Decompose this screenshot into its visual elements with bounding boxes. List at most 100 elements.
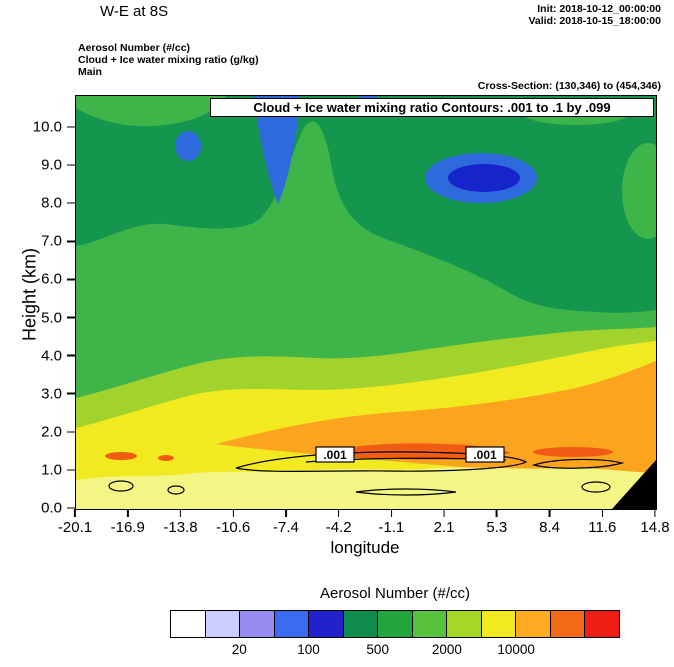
layer-label-aerosol: Aerosol Number (#/cc) — [78, 42, 191, 54]
field-patch-green-topleft — [76, 96, 226, 127]
x-tick-mark — [232, 509, 234, 517]
x-tick-label: 14.8 — [640, 519, 670, 536]
x-tick: -1.1 — [378, 509, 404, 536]
colorbar-cell — [516, 611, 551, 637]
y-tick: 6.0 — [41, 271, 75, 288]
y-tick: 8.0 — [41, 195, 75, 212]
y-tick: 10.0 — [33, 119, 75, 136]
colorbar-cell — [585, 611, 619, 637]
colorbar-cell — [205, 611, 241, 637]
y-tick: 0.0 — [41, 500, 75, 517]
y-tick: 1.0 — [41, 461, 75, 478]
y-tick-label: 9.0 — [41, 156, 62, 174]
x-axis-title: longitude — [330, 538, 400, 557]
y-tick-label: 2.0 — [41, 423, 62, 441]
y-tick-label: 10.0 — [32, 118, 62, 136]
figure-title: W-E at 8S — [100, 3, 169, 20]
y-tick-label: 4.0 — [41, 347, 62, 365]
x-tick-label: 11.6 — [588, 519, 617, 536]
x-tick-mark — [390, 509, 393, 517]
x-tick: 14.8 — [640, 509, 670, 536]
x-tick: 2.1 — [434, 509, 455, 536]
x-tick: 11.6 — [588, 509, 616, 536]
y-tick: 2.0 — [41, 423, 75, 440]
y-tick-label: 0.0 — [41, 499, 62, 517]
x-tick: -10.6 — [216, 509, 250, 536]
x-tick: -20.1 — [58, 509, 92, 536]
field-patch-green-rightedge — [622, 143, 656, 239]
x-tick-label: -1.1 — [378, 519, 405, 536]
colorbar-title: Aerosol Number (#/cc) — [319, 585, 471, 602]
x-tick-label: -20.1 — [57, 519, 93, 536]
y-tick-mark — [67, 316, 75, 319]
field-streak-dark-orange-west2 — [158, 455, 174, 461]
colorbar-tick-label: 100 — [297, 642, 320, 657]
x-tick-mark — [601, 509, 604, 517]
colorbar-cell — [240, 611, 275, 637]
contour-info-box: Cloud + Ice water mixing ratio Contours:… — [210, 98, 654, 117]
colorbar — [170, 610, 620, 638]
init-time: Init: 2018-10-12_00:00:00 — [537, 3, 661, 15]
y-tick-label: 7.0 — [41, 232, 62, 250]
y-tick-mark — [67, 469, 75, 471]
y-axis: 0.0 1.0 2.0 3.0 4.0 5.0 6.0 7.0 8.0 9.0 10.0 — [0, 95, 75, 517]
y-tick: 3.0 — [41, 385, 75, 402]
x-tick: -7.4 — [273, 509, 299, 536]
colorbar-cell — [447, 611, 482, 637]
colorbar-cell — [550, 611, 586, 637]
plot-area: .001 .001 Cloud + Ice water mixing ratio… — [75, 95, 657, 510]
x-tick-label: -10.6 — [216, 519, 251, 536]
y-tick-mark — [67, 278, 75, 281]
x-tick-label: -4.2 — [325, 519, 352, 536]
contour-label-box-west — [315, 446, 355, 463]
x-tick-mark — [337, 509, 340, 517]
y-tick: 9.0 — [41, 157, 75, 174]
x-tick-label: 8.4 — [539, 519, 560, 536]
x-tick-mark — [548, 509, 551, 517]
x-tick-mark — [654, 509, 656, 517]
x-tick: 5.3 — [486, 509, 507, 536]
colorbar-cell — [309, 611, 344, 637]
field-patch-blue-small — [175, 131, 201, 161]
layer-label-main: Main — [78, 66, 102, 78]
colorbar-cell — [412, 611, 448, 637]
x-tick-mark — [443, 509, 445, 517]
colorbar-cell — [481, 611, 517, 637]
y-tick-mark — [67, 240, 75, 243]
colorbar-cell — [378, 611, 413, 637]
contour-field: .001 .001 — [76, 96, 656, 509]
field-streak-dark-orange-west — [105, 452, 137, 460]
x-tick-label: -7.4 — [272, 519, 299, 536]
field-streak-dark-orange-east — [533, 447, 613, 457]
valid-time: Valid: 2018-10-15_18:00:00 — [528, 15, 661, 27]
y-tick-mark — [67, 202, 75, 204]
x-tick-mark — [74, 509, 76, 517]
y-tick: 4.0 — [41, 347, 75, 364]
contour-label-west: .001 — [323, 448, 347, 462]
y-tick-label: 8.0 — [41, 194, 62, 212]
colorbar-tick-label: 500 — [366, 642, 389, 657]
colorbar-labels: 20 100 500 2000 10000 — [170, 642, 620, 660]
x-tick: -13.8 — [163, 509, 198, 536]
y-tick-mark — [67, 507, 75, 509]
cross-section-label: Cross-Section: (130,346) to (454,346) — [477, 80, 661, 92]
colorbar-tick-label: 20 — [231, 642, 247, 657]
contour-info-text: Cloud + Ice water mixing ratio Contours:… — [253, 100, 611, 115]
x-tick: -4.2 — [326, 509, 352, 536]
layer-label-cloud-ice: Cloud + Ice water mixing ratio (g/kg) — [78, 54, 259, 66]
contour-label-box-east — [465, 446, 505, 463]
y-tick-label: 1.0 — [41, 461, 62, 479]
colorbar-cell — [171, 611, 206, 637]
y-tick-mark — [67, 431, 75, 433]
x-tick: 8.4 — [539, 509, 560, 536]
x-tick-label: -16.9 — [110, 519, 145, 536]
contour-label-east: .001 — [473, 448, 497, 462]
colorbar-cell — [343, 611, 379, 637]
colorbar-tick-label: 2000 — [431, 642, 462, 657]
x-tick-label: 5.3 — [486, 519, 508, 536]
y-tick-label: 3.0 — [41, 385, 62, 403]
y-tick-mark — [67, 354, 75, 357]
y-tick-mark — [67, 392, 75, 395]
x-axis: -20.1 -16.9 -13.8 -10.6 -7.4 -4.2 -1.1 2.1 5.3 8.… — [58, 509, 670, 543]
